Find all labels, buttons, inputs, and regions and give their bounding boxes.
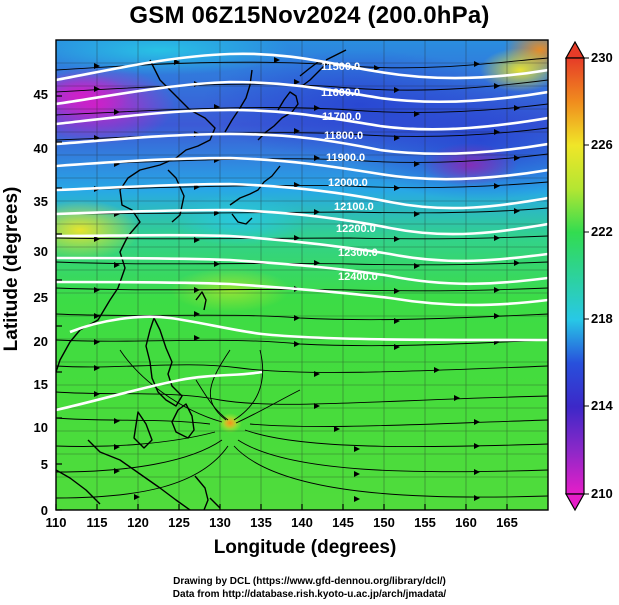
x-axis-title: Longitude (degrees) bbox=[213, 537, 397, 558]
colorbar-tick-label: 222 bbox=[591, 224, 613, 239]
contour-line-11800 bbox=[56, 132, 548, 156]
colorbar-tick-label: 230 bbox=[591, 50, 613, 65]
x-tick-labels: 110 115 120 125 130 135 140 145 150 155 … bbox=[46, 515, 518, 530]
y-tick-label: 20 bbox=[34, 334, 48, 349]
x-tick-label: 130 bbox=[209, 515, 231, 530]
contour-label-12300: 12300.0 bbox=[338, 247, 378, 259]
x-tick-label: 165 bbox=[496, 515, 518, 530]
contour-label-11800: 11800.0 bbox=[324, 130, 363, 142]
contour-line-11900 bbox=[56, 156, 548, 181]
chart-title: GSM 06Z15Nov2024 (200.0hPa) bbox=[129, 2, 490, 29]
colorbar-gradient bbox=[565, 57, 585, 495]
y-tick-marks bbox=[56, 95, 62, 511]
contour-label-12100: 12100.0 bbox=[334, 201, 374, 213]
y-tick-label: 0 bbox=[41, 503, 48, 518]
contour-labels: 11500.0 11600.0 11700.0 11800.0 11900.0 … bbox=[321, 61, 378, 283]
x-tick-label: 160 bbox=[455, 515, 477, 530]
contour-label-12400: 12400.0 bbox=[338, 271, 378, 283]
contour-line-11700 bbox=[56, 108, 548, 131]
y-tick-label: 5 bbox=[41, 457, 48, 472]
contour-line-12400 bbox=[56, 280, 548, 307]
contour-label-12200: 12200.0 bbox=[336, 223, 376, 235]
y-tick-label: 35 bbox=[34, 194, 48, 209]
x-tick-label: 110 bbox=[46, 515, 67, 530]
contour-label-11900: 11900.0 bbox=[326, 152, 365, 164]
credit-drawing: Drawing by DCL (https://www.gfd-dennou.o… bbox=[173, 576, 446, 587]
x-tick-label: 145 bbox=[332, 515, 354, 530]
y-tick-label: 45 bbox=[34, 87, 48, 102]
x-tick-label: 125 bbox=[168, 515, 190, 530]
y-tick-label: 15 bbox=[34, 377, 48, 392]
x-tick-label: 140 bbox=[291, 515, 313, 530]
contour-line-11600 bbox=[56, 80, 548, 106]
contour-label-11700: 11700.0 bbox=[322, 111, 361, 123]
y-tick-label: 10 bbox=[34, 420, 48, 435]
y-tick-label: 40 bbox=[34, 141, 48, 156]
colorbar-tick-label: 214 bbox=[591, 398, 613, 413]
colorbar-max-arrow bbox=[564, 40, 586, 59]
y-axis-title: Latitude (degrees) bbox=[1, 186, 22, 352]
credit-data-source: Data from http://database.rish.kyoto-u.a… bbox=[172, 589, 447, 600]
contour-label-11500: 11500.0 bbox=[321, 61, 360, 73]
colorbar: 230 226 222 218 214 210 bbox=[564, 40, 613, 512]
contour-label-11600: 11600.0 bbox=[321, 87, 360, 99]
map-grid bbox=[56, 40, 548, 510]
colorbar-tick-label: 218 bbox=[591, 311, 613, 326]
x-tick-label: 150 bbox=[373, 515, 395, 530]
contour-line-11500 bbox=[56, 52, 548, 82]
contour-line-12000 bbox=[56, 182, 548, 210]
contour-line-12100 bbox=[56, 208, 548, 236]
x-tick-marks bbox=[55, 504, 508, 510]
colorbar-tick-label: 210 bbox=[591, 486, 613, 501]
colorbar-tick-label: 226 bbox=[591, 137, 613, 152]
contour-line-12300 bbox=[56, 256, 548, 286]
contour-line-12500 bbox=[69, 315, 548, 342]
colorbar-min-arrow bbox=[564, 493, 586, 512]
y-tick-label: 30 bbox=[34, 244, 48, 259]
height-contours bbox=[56, 52, 548, 412]
y-tick-label: 25 bbox=[34, 290, 48, 305]
x-tick-label: 135 bbox=[250, 515, 272, 530]
contour-line-12500b bbox=[56, 370, 263, 412]
y-tick-labels: 0 5 10 15 20 25 30 35 40 45 bbox=[34, 87, 48, 518]
wind-arrowheads bbox=[94, 57, 520, 502]
x-tick-label: 115 bbox=[87, 515, 108, 530]
contour-line-12200 bbox=[56, 233, 548, 263]
x-tick-label: 120 bbox=[127, 515, 149, 530]
x-tick-label: 155 bbox=[414, 515, 436, 530]
contour-label-12000: 12000.0 bbox=[328, 177, 368, 189]
